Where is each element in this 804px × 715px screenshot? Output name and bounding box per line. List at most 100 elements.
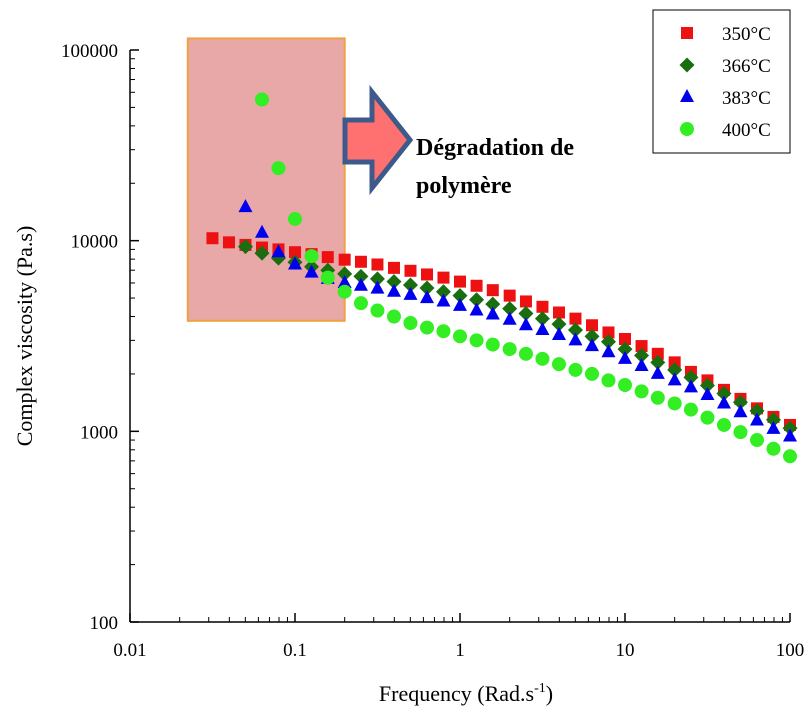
axis-ticks: 0.01 0.1 1 10 100 100 1000 10000 100000 [61,41,804,661]
data-point [304,249,319,264]
data-point [502,311,517,325]
data-point [420,290,435,304]
data-point [733,425,748,440]
data-point [551,316,567,332]
data-point [421,268,434,281]
data-point [453,297,467,311]
data-point [619,332,631,345]
data-point [486,284,499,297]
legend-frame [652,9,791,154]
data-point [304,264,319,278]
data-point [700,387,715,401]
data-point [470,279,483,292]
data-point [437,271,450,284]
data-point [403,315,418,330]
data-point [387,261,400,274]
data-point [353,268,369,284]
data-point [617,341,633,357]
data-point [453,329,467,344]
data-point [254,245,270,261]
data-point [206,232,219,245]
data-point [436,324,451,339]
data-point [602,326,615,339]
legend-items: 350°C 366°C 383°C 400°C [679,24,771,141]
data-point [667,362,683,378]
data-point [569,312,582,325]
data-point [420,320,435,335]
legend-label: 366°C [722,56,771,77]
data-point [419,280,435,296]
data-point [551,357,566,372]
data-point [503,289,516,302]
data-point [452,288,468,304]
data-point [353,296,368,311]
y-tick-label: 1000 [80,422,118,443]
data-point [667,372,682,386]
data-point [567,322,583,338]
data-point [732,394,748,410]
data-point [289,246,301,259]
data-point [585,366,600,381]
data-point [469,292,485,308]
data-point [519,295,532,308]
data-point [485,306,500,320]
data-point [683,402,698,417]
data-point [618,350,632,364]
data-point [535,321,550,335]
data-point [568,362,583,377]
data-point [469,302,484,316]
data-point [386,274,402,290]
data-point [238,199,253,213]
data-point [618,377,632,392]
data-point [586,319,599,332]
annotation-text-line2: polymère [416,173,512,199]
legend-marker-triangle [680,89,694,102]
data-point [650,365,665,379]
data-point [502,342,517,357]
data-point [651,347,664,360]
data-point [518,317,533,331]
data-point [271,244,286,258]
data-point [370,280,385,294]
data-point [650,390,665,405]
data-point [683,369,699,385]
x-axis-title: Frequency (Rad.s-1) [379,681,553,706]
data-point [353,277,368,291]
data-point [536,300,549,313]
data-point [585,338,600,352]
data-point [750,412,765,426]
legend-label: 400°C [722,120,771,141]
data-point [766,441,781,456]
series-triangle [238,199,797,442]
data-point [518,305,534,321]
data-point [601,344,616,358]
degradation-highlight-box [186,37,346,322]
data-point [667,396,682,411]
data-point [338,253,351,266]
data-point [634,358,649,372]
data-point [255,92,270,107]
series-diamond [237,239,798,436]
data-point [454,275,466,288]
data-point [288,211,302,226]
legend: 350°C 366°C 383°C 400°C [652,9,791,154]
data-point [337,274,352,288]
data-point [288,256,302,270]
legend-label: 350°C [722,24,771,45]
data-point [783,428,797,442]
data-point [403,286,418,300]
data-point [222,236,235,249]
x-tick-label: 10 [616,640,635,661]
data-point [370,303,385,318]
x-tick-label: 0.01 [113,640,146,661]
data-point [716,385,732,401]
data-point [502,301,518,317]
annotation-text-line1: Dégradation de [416,135,574,161]
data-points [206,92,798,464]
data-point [320,270,335,285]
legend-label: 383°C [722,88,771,109]
data-point [535,351,550,366]
data-point [534,311,550,327]
data-point [255,224,270,238]
data-point [552,306,565,319]
